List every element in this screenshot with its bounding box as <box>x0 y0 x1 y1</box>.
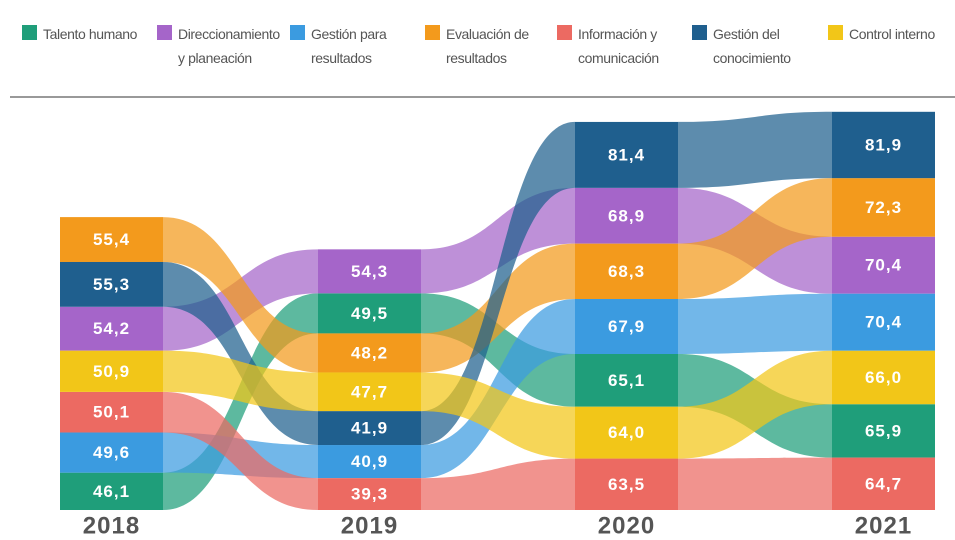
flow <box>678 457 832 510</box>
legend-label: Evaluación de resultados <box>446 26 529 66</box>
box <box>60 391 163 433</box>
value-label: 65,9 <box>865 421 902 440</box>
value-label: 41,9 <box>351 419 388 438</box>
box <box>575 243 678 299</box>
value-label: 68,3 <box>608 262 645 281</box>
value-label: 49,5 <box>351 304 388 323</box>
box <box>318 445 421 479</box>
value-label: 68,9 <box>608 206 645 225</box>
value-label: 70,4 <box>865 313 902 332</box>
value-label: 64,7 <box>865 474 902 493</box>
flow <box>163 391 318 510</box>
value-label: 50,1 <box>93 403 130 422</box>
legend-label: Gestión para resultados <box>311 26 387 66</box>
value-label: 55,3 <box>93 275 130 294</box>
value-label: 39,3 <box>351 485 388 504</box>
value-label: 49,6 <box>93 443 130 462</box>
box <box>60 217 163 262</box>
box <box>832 111 935 179</box>
value-label: 54,3 <box>351 262 388 281</box>
legend-label: Gestión del conocimiento <box>713 26 791 66</box>
value-label: 63,5 <box>608 475 645 494</box>
box <box>832 236 935 294</box>
box <box>318 293 421 334</box>
value-label: 81,4 <box>608 145 645 164</box>
flow <box>421 121 575 446</box>
boxes: 46,1 49,5 65,1 65,9 54,2 54,3 68,9 70,4 49,6 40,9… <box>60 111 935 510</box>
x-tick-label: 2020 <box>598 512 655 539</box>
box <box>318 478 421 510</box>
value-label: 64,0 <box>608 423 645 442</box>
box <box>575 187 678 244</box>
legend-item: Direccionamiento y planeación <box>157 22 280 70</box>
legend-swatch <box>828 25 843 40</box>
legend-label: Direccionamiento y planeación <box>178 26 280 66</box>
box <box>60 472 163 510</box>
legend-swatch <box>290 25 305 40</box>
flow <box>421 293 575 407</box>
value-label: 67,9 <box>608 317 645 336</box>
box <box>575 121 678 188</box>
flow <box>678 293 832 354</box>
legend-swatch <box>425 25 440 40</box>
box <box>318 333 421 373</box>
legend-item: Información y comunicación <box>557 22 675 70</box>
box <box>60 350 163 392</box>
value-label: 81,9 <box>865 135 902 154</box>
legend-label: Talento humano <box>43 26 138 42</box>
box <box>318 249 421 294</box>
legend-item: Gestión para resultados <box>290 22 408 70</box>
flow <box>421 458 575 510</box>
box <box>60 261 163 307</box>
value-label: 65,1 <box>608 371 645 390</box>
value-label: 55,4 <box>93 230 130 249</box>
legend-label: Información y comunicación <box>578 26 659 66</box>
legend-item: Talento humano <box>22 22 140 46</box>
value-label: 48,2 <box>351 343 388 362</box>
box <box>832 178 935 237</box>
box <box>318 411 421 446</box>
flow <box>163 217 318 373</box>
legend-label: Control interno <box>849 26 935 42</box>
x-tick-label: 2019 <box>341 512 398 539</box>
value-label: 47,7 <box>351 382 388 401</box>
legend-swatch <box>22 25 37 40</box>
flow <box>678 350 832 459</box>
value-label: 66,0 <box>865 368 902 387</box>
flow <box>421 372 575 459</box>
value-label: 50,9 <box>93 362 130 381</box>
box <box>575 353 678 407</box>
box <box>575 406 678 459</box>
x-tick-label: 2021 <box>855 512 912 539</box>
value-label: 70,4 <box>865 256 902 275</box>
box <box>832 457 935 510</box>
flow <box>163 350 318 412</box>
value-label: 46,1 <box>93 482 130 501</box>
box <box>832 293 935 351</box>
flow <box>678 111 832 188</box>
value-label: 54,2 <box>93 319 130 338</box>
value-label: 40,9 <box>351 452 388 471</box>
legend-swatch <box>557 25 572 40</box>
legend-swatch <box>692 25 707 40</box>
legend-item: Gestión del conocimiento <box>692 22 810 70</box>
box <box>60 432 163 473</box>
legend-swatch <box>157 25 172 40</box>
box <box>832 350 935 405</box>
flows <box>163 111 832 510</box>
box <box>575 298 678 354</box>
flow <box>678 178 832 299</box>
box <box>832 404 935 458</box>
value-label: 72,3 <box>865 198 902 217</box>
flow <box>421 298 575 479</box>
box <box>318 372 421 412</box>
legend-item: Control interno <box>828 22 946 46</box>
box <box>60 306 163 351</box>
x-tick-label: 2018 <box>83 512 140 539</box>
box <box>575 458 678 510</box>
legend-item: Evaluación de resultados <box>425 22 543 70</box>
